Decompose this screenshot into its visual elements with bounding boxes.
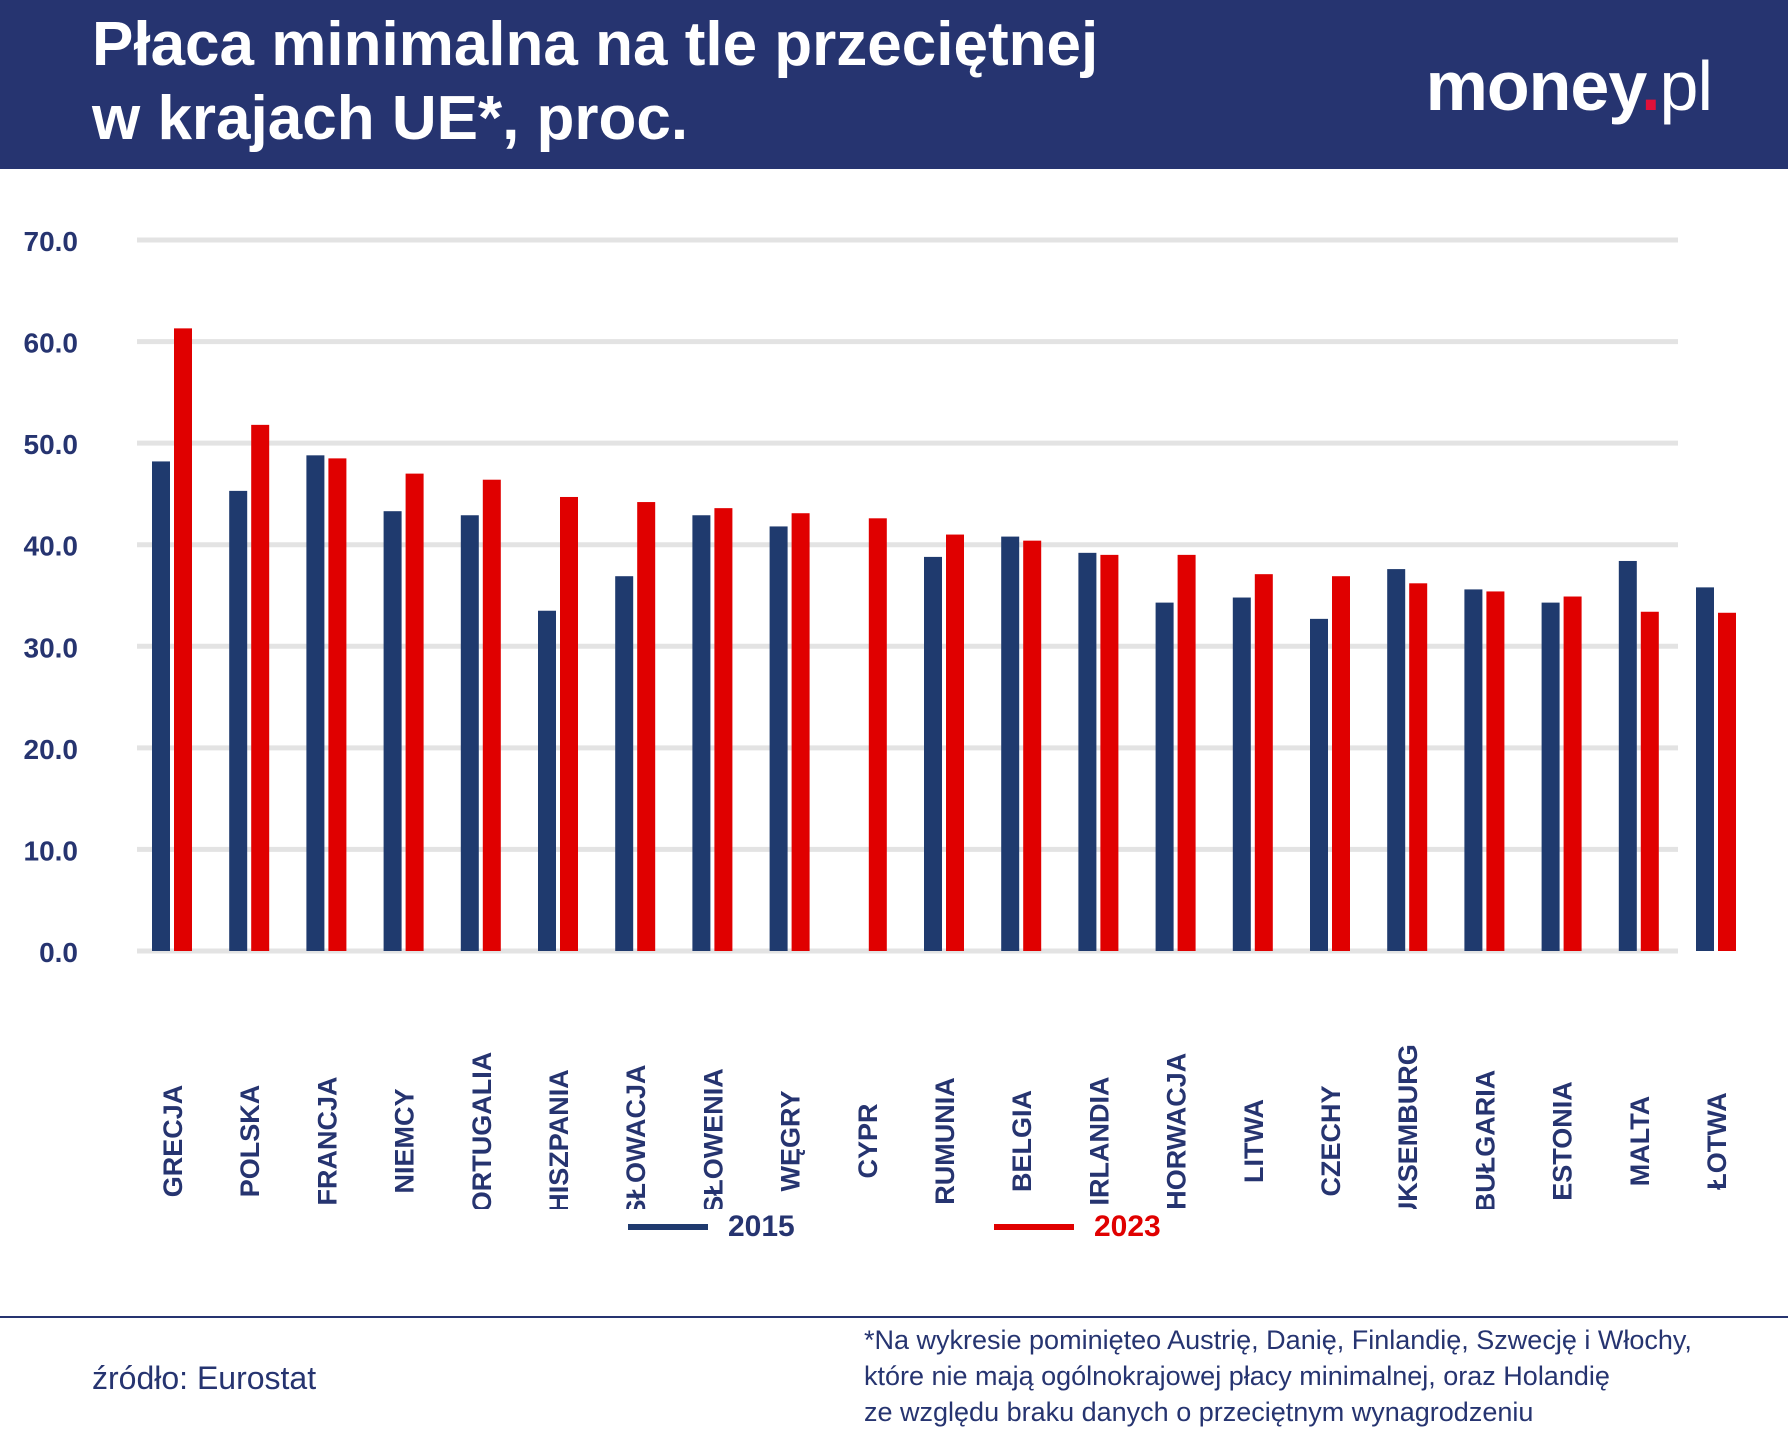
source-text: źródło: Eurostat [92, 1360, 317, 1396]
x-tick-label: CHORWACJA [1162, 1053, 1192, 1209]
y-tick-label: 10.0 [24, 835, 79, 866]
bar-2015-irlandia [1078, 552, 1097, 951]
bar-2023-słowenia [714, 508, 733, 951]
x-tick-label: LITWA [1239, 1099, 1269, 1183]
x-tick-label: HISZPANIA [544, 1069, 574, 1209]
bar-2015-litwa [1232, 597, 1251, 951]
y-tick-label: 20.0 [24, 734, 79, 765]
footer-divider [0, 1316, 1788, 1318]
bar-2023-rumunia [946, 534, 964, 951]
bar-2023-grecja [174, 328, 192, 951]
bar-2023-węgry [791, 513, 810, 951]
x-tick-label: SŁOWACJA [621, 1064, 651, 1209]
x-tick-label: ESTONIA [1548, 1081, 1578, 1201]
y-tick-label: 70.0 [24, 226, 79, 257]
x-tick-label: PORTUGALIA [467, 1052, 497, 1209]
header-banner: Płaca minimalna na tle przeciętnej w kra… [0, 0, 1788, 169]
bar-2023-polska [251, 424, 270, 951]
legend-item-2023: 2023 [994, 1210, 1161, 1244]
bar-chart: 0.0 10.0 20.0 30.0 40.0 50.0 60.0 70.0 GRECJA POL… [24, 226, 1736, 1209]
chart-title: Płaca minimalna na tle przeciętnej w kra… [92, 8, 1098, 156]
bar-2023-niemcy [405, 473, 424, 951]
x-tick-label: CYPR [853, 1103, 883, 1178]
bar-2015-niemcy [383, 511, 402, 951]
bar-2015-słowenia [692, 515, 711, 951]
bar-2023-irlandia [1100, 554, 1119, 951]
bar-2015-francja [306, 455, 325, 951]
bar-2015-grecja [152, 461, 170, 951]
legend: 2015 2023 [0, 1210, 1788, 1250]
legend-label-2015: 2015 [728, 1210, 795, 1243]
bar-2023-czechy [1332, 576, 1350, 951]
x-tick-label: LUKSEMBURG [1393, 1044, 1423, 1209]
x-tick-label: FRANCJA [312, 1076, 342, 1205]
footnote: *Na wykresie pominięteo Austrię, Danię, … [864, 1322, 1692, 1430]
x-tick-label: POLSKA [235, 1085, 265, 1198]
x-tick-label: MALTA [1625, 1096, 1655, 1186]
footnote-line: ze względu braku danych o przeciętnym wy… [864, 1397, 1534, 1427]
bar-2023-łotwa [1718, 612, 1736, 951]
money-pl-logo: money.pl [1425, 47, 1713, 125]
bar-2015-czechy [1310, 618, 1328, 951]
title-line-1: Płaca minimalna na tle przeciętnej [92, 10, 1099, 79]
x-tick-label: IRLANDIA [1084, 1077, 1114, 1206]
legend-item-2015: 2015 [628, 1210, 795, 1244]
bar-2023-luksemburg [1409, 583, 1428, 951]
x-tick-label: SŁOWENIA [698, 1068, 728, 1209]
bar-2023-hiszpania [560, 496, 578, 951]
bar-2015-estonia [1541, 602, 1560, 951]
bar-2023-bułgaria [1486, 591, 1505, 951]
legend-swatch-2023 [994, 1224, 1074, 1230]
bar-2023-estonia [1563, 596, 1582, 951]
bar-2015-łotwa [1696, 587, 1714, 951]
y-tick-label: 40.0 [24, 531, 79, 562]
bar-2015-malta [1618, 560, 1637, 951]
x-tick-label: WĘGRY [776, 1091, 806, 1192]
legend-label-2023: 2023 [1094, 1210, 1161, 1243]
bar-2023-belgia [1023, 540, 1042, 951]
bar-2015-bułgaria [1464, 589, 1483, 951]
bar-2015-luksemburg [1387, 569, 1406, 951]
bar-2015-portugalia [460, 515, 479, 951]
bar-2015-belgia [1001, 536, 1020, 951]
x-tick-label: RUMUNIA [930, 1077, 960, 1205]
legend-swatch-2015 [628, 1224, 708, 1230]
footnote-line: które nie mają ogólnokrajowej płacy mini… [864, 1361, 1610, 1391]
bar-2015-hiszpania [538, 610, 556, 951]
bar-2023-cypr [868, 518, 887, 951]
bar-2023-portugalia [482, 479, 501, 951]
x-tick-label: BELGIA [1007, 1090, 1037, 1192]
y-tick-label: 0.0 [39, 937, 78, 968]
x-tick-label: NIEMCY [390, 1088, 420, 1193]
x-tick-label: ŁOTWA [1702, 1092, 1732, 1189]
x-tick-label: CZECHY [1316, 1085, 1346, 1196]
y-tick-label: 30.0 [24, 632, 79, 663]
bar-2015-słowacja [615, 576, 634, 951]
bar-2015-chorwacja [1155, 602, 1174, 951]
bar-2023-francja [328, 458, 347, 951]
bar-2015-polska [229, 490, 248, 951]
bar-2015-węgry [769, 526, 788, 951]
x-tick-label: BUŁGARIA [1470, 1070, 1500, 1209]
x-tick-label: GRECJA [158, 1085, 188, 1198]
bar-2023-malta [1640, 611, 1659, 951]
bar-2023-litwa [1254, 574, 1273, 951]
y-tick-label: 50.0 [24, 429, 79, 460]
bar-2023-słowacja [637, 502, 656, 951]
bar-2023-chorwacja [1177, 554, 1196, 951]
bar-2015-rumunia [924, 556, 942, 951]
y-tick-label: 60.0 [24, 328, 79, 359]
title-line-2: w krajach UE*, proc. [92, 84, 689, 153]
footnote-line: *Na wykresie pominięteo Austrię, Danię, … [864, 1325, 1692, 1355]
